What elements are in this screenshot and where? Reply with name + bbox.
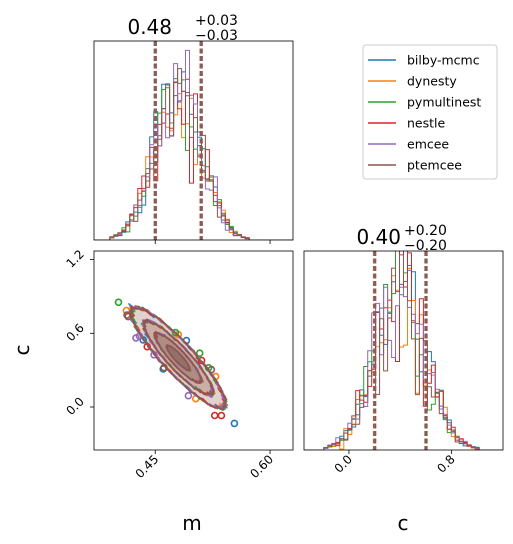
joint-xlabel: m (182, 511, 201, 535)
legend-label-bilby-mcmc: bilby-mcmc (407, 53, 480, 68)
joint-density-fill (166, 345, 190, 371)
c-marginal-panel: 0.0 0.8 0.40 +0.20 −0.20 c (303, 223, 504, 535)
m-title-plus: +0.03 (195, 13, 238, 29)
m-quantile-lines (153, 41, 203, 240)
m-panel-frame (93, 40, 294, 241)
joint-outlier-bilby-mcmc (139, 336, 147, 344)
legend-label-emcee: emcee (407, 137, 449, 152)
c-xtick-label: 0.8 (434, 452, 457, 475)
joint-contours (114, 298, 239, 428)
c-title-minus: −0.20 (404, 238, 447, 254)
legend-label-pymultinest: pymultinest (407, 95, 481, 110)
joint-outlier-ptemcee (207, 365, 216, 374)
joint-outlier-nestle (197, 356, 206, 365)
joint-outlier-pymultinest (195, 349, 204, 358)
legend-label-ptemcee: ptemcee (407, 158, 462, 173)
joint-outlier-nestle (217, 411, 226, 420)
joint-ylabel: c (10, 345, 34, 356)
joint-xtick-label: 0.45 (133, 452, 162, 481)
m-histograms (94, 49, 293, 240)
c-histograms (304, 251, 503, 450)
c-quantile-lines (372, 251, 428, 450)
c-title-value: 0.40 (356, 225, 401, 249)
legend-label-dynesty: dynesty (407, 74, 457, 89)
joint-outlier-ptemcee (124, 312, 132, 321)
joint-outlier-ptemcee (160, 363, 168, 372)
m-title-value: 0.48 (127, 15, 172, 39)
joint-ytick-label: 0.0 (63, 394, 86, 417)
c-xtick-label: 0.0 (332, 452, 355, 475)
c-title-plus: +0.20 (404, 223, 447, 239)
joint-xtick-label: 0.60 (247, 452, 276, 481)
joint-outlier-emcee (184, 391, 193, 400)
joint-outlier-bilby-mcmc (230, 419, 239, 428)
joint-outlier-nestle (210, 411, 219, 420)
c-panel-ticks: 0.0 0.8 (332, 450, 458, 476)
m-marginal-panel: 0.48 +0.03 −0.03 (93, 13, 294, 244)
c-panel-frame (303, 250, 504, 451)
c-hist-emcee (304, 286, 503, 450)
legend-frame (362, 44, 498, 180)
c-hist-dynesty (304, 267, 503, 450)
legend-label-nestle: nestle (407, 116, 445, 131)
c-xlabel: c (398, 511, 409, 535)
joint-contour-ptemcee (129, 306, 228, 410)
joint-panel: 0.45 0.60 0.0 0.6 1.2 m c (10, 247, 294, 535)
joint-contour-ptemcee (153, 330, 204, 384)
c-hist-ptemcee (304, 254, 503, 450)
legend: bilby-mcmc dynesty pymultinest nestle emcee p… (362, 44, 498, 180)
joint-panel-frame (93, 250, 294, 451)
joint-ytick-label: 1.2 (63, 247, 86, 270)
m-panel-ticks (154, 240, 271, 244)
joint-contour-ptemcee (142, 318, 215, 397)
joint-outlier-pymultinest (114, 298, 123, 307)
joint-contour-ptemcee (165, 344, 191, 372)
m-hist-ptemcee (94, 68, 293, 240)
joint-ytick-label: 0.6 (63, 321, 86, 344)
m-title-minus: −0.03 (195, 28, 238, 44)
